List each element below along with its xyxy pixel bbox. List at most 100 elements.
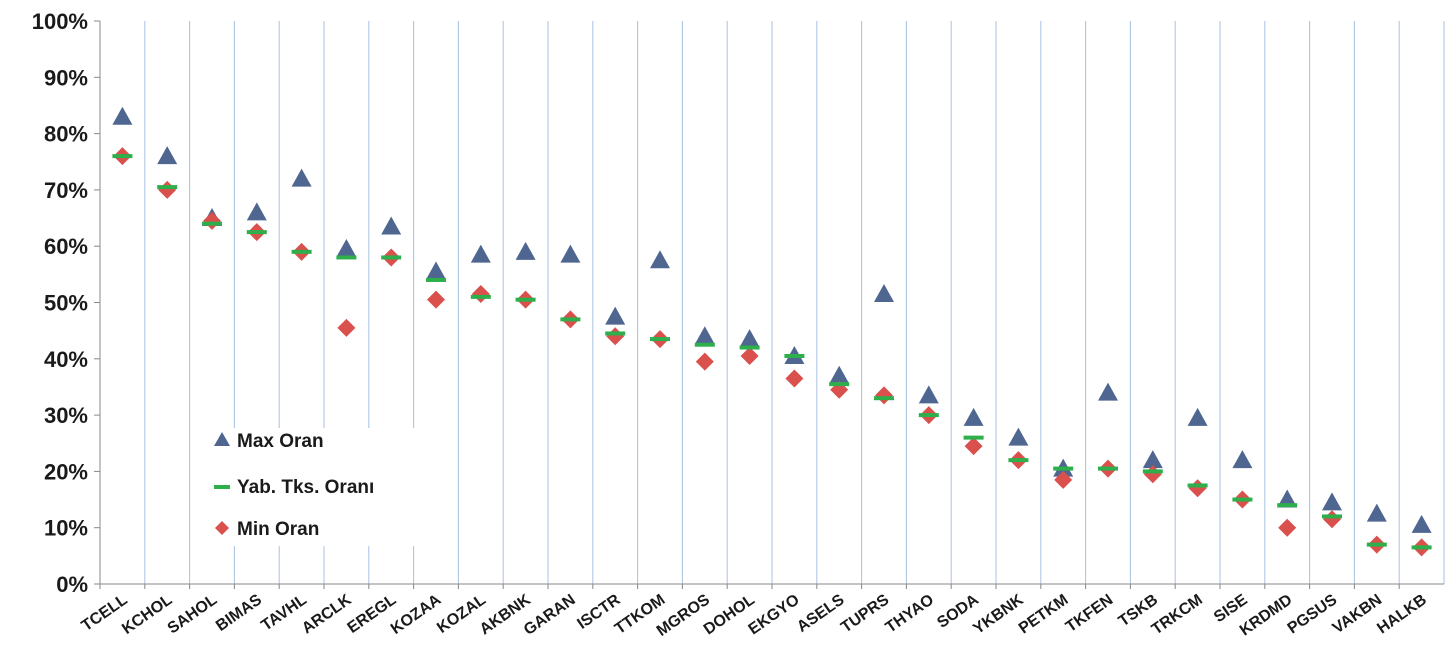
min-oran-point [427,290,445,309]
yab-tks-orani-point [515,297,536,302]
max-oran-point [694,326,715,345]
yab-tks-orani-point [381,255,402,260]
yab-tks-orani-point [1232,497,1253,502]
max-oran-point [1142,450,1163,469]
legend-label-max: Max Oran [237,431,324,452]
series-triangle [112,106,1432,533]
y-tick-label: 0% [56,572,88,597]
y-tick-label: 10% [44,516,88,541]
y-tick-label: 50% [44,291,88,316]
series-dash [112,154,1432,550]
yab-tks-orani-point [650,337,670,342]
y-tick-label: 90% [44,65,88,90]
max-oran-point [1366,503,1387,522]
x-tick-label: KCHOL [119,591,176,638]
min-oran-point [158,180,177,199]
max-oran-point [739,329,760,348]
y-tick-label: 70% [44,178,88,203]
max-oran-point [1008,427,1029,446]
x-tick-label: TUPRS [838,591,892,636]
yab-tks-orani-point [112,154,133,159]
max-oran-point [1411,514,1432,533]
max-oran-point [157,146,178,165]
min-oran-point [606,327,625,346]
min-oran-point [964,437,983,456]
yab-tks-orani-point [1053,466,1074,471]
x-tick-label: VAKBN [1330,591,1385,637]
yab-tks-orani-point [1366,542,1387,547]
yab-tks-orani-point [963,435,984,440]
max-oran-point [112,106,133,125]
min-oran-point [1278,518,1297,537]
yab-tks-orani-point [694,342,715,347]
legend-triangle-icon [214,432,230,446]
yab-tks-orani-point [560,317,581,322]
axes [94,20,1444,589]
y-tick-label: 30% [44,403,88,428]
max-oran-point [291,168,312,187]
min-oran-point [740,346,759,365]
max-oran-point [336,239,357,258]
yab-tks-orani-point [202,221,222,226]
yab-tks-orani-point [1411,545,1432,550]
x-tick-labels: TCELLKCHOLSAHOLBIMASTAVHLARCLKEREGLKOZAA… [79,591,1430,640]
yab-tks-orani-point [1187,483,1208,488]
x-tick-label: SAHOL [165,591,221,637]
x-tick-label: TKFEN [1063,591,1116,636]
x-tick-label: GARAN [521,591,579,639]
yab-tks-orani-point [1277,503,1298,508]
x-tick-label: YKBNK [970,591,1027,638]
y-tick-label: 20% [44,459,88,484]
y-tick-label: 40% [44,347,88,372]
legend-diamond-icon [215,521,229,535]
legend: Max Oran Yab. Tks. Oranı Min Oran [195,428,415,546]
max-oran-point [426,261,446,280]
max-oran-point [515,241,536,260]
legend-dash-icon [214,485,230,489]
max-oran-point [605,306,626,325]
max-oran-point [1232,450,1253,469]
yab-tks-orani-point [426,277,446,282]
x-tick-label: BIMAS [213,591,265,635]
x-tick-label: THYAO [883,591,937,636]
y-tick-label: 60% [44,234,88,259]
x-tick-label: HALKB [1374,591,1430,637]
yab-tks-orani-point [605,331,626,336]
max-oran-point [1277,489,1298,508]
data-marks [112,106,1432,557]
max-oran-point [650,250,670,269]
min-oran-point [695,352,714,371]
max-oran-point [1098,382,1118,401]
yab-tks-orani-point [1322,514,1342,519]
yab-tks-orani-point [157,185,178,190]
yab-tks-orani-point [784,353,805,358]
max-oran-point [874,284,894,303]
x-tick-label: PGSUS [1285,591,1341,637]
legend-background [195,428,415,546]
x-tick-label: PETKM [1016,591,1072,637]
min-oran-point [785,369,804,388]
y-tick-labels: 0% 10% 20% 30% 40% 50% 60% 70% 80% 90% 100% [32,9,88,597]
x-tick-label: KOZAA [388,591,445,638]
yab-tks-orani-point [291,249,312,254]
max-oran-point [1187,407,1208,426]
yab-tks-orani-point [336,255,357,260]
min-oran-point [1323,510,1341,529]
min-oran-point [471,285,490,304]
x-tick-label: ARCLK [299,591,355,637]
vertical-gridlines [144,21,1445,584]
x-tick-label: EKGYO [746,591,803,638]
yab-tks-orani-point [918,413,939,418]
yab-tks-orani-point [246,230,267,235]
yab-tks-orani-point [1008,458,1029,463]
yab-tks-orani-point [470,294,491,299]
max-oran-point [963,407,984,426]
max-oran-point [246,202,267,221]
min-oran-point [1054,470,1073,489]
yab-tks-orani-point [1098,466,1118,471]
yab-tks-orani-point [829,382,850,387]
max-oran-point [829,365,850,384]
min-oran-point [1188,479,1207,498]
min-oran-point [337,318,356,337]
